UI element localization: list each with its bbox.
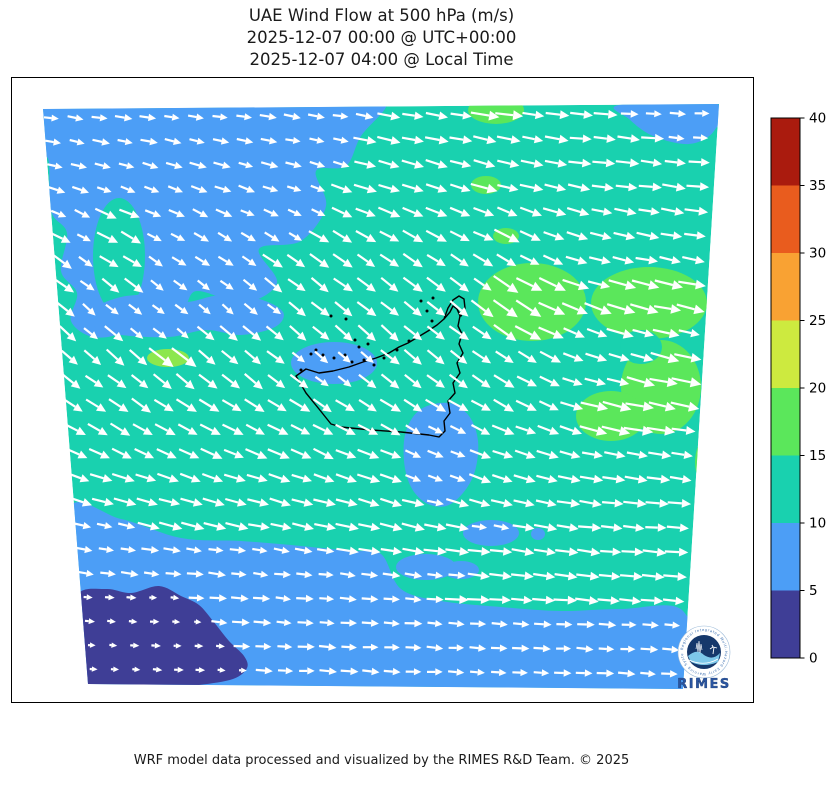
colorbar-tick-label-15: 15: [809, 448, 826, 464]
speed-region-moderate-wind-patch-a: [478, 263, 586, 341]
colorbar-tick-label-35: 35: [809, 178, 826, 194]
colorbar-segment-10-15: [771, 455, 800, 523]
colorbar-tick-label-10: 10: [809, 516, 826, 532]
logo-label: RIMES: [677, 677, 731, 692]
colorbar-segment-20-25: [771, 320, 800, 388]
map-plot-area: Regional Integrated Multi-Hazard Early W…: [11, 77, 754, 703]
speed-region-low-wind-gulf-patch: [291, 342, 377, 384]
logo-seismogram: [695, 640, 703, 654]
colorbar: 0 5 10 15 20 25 30 35 40: [758, 108, 835, 670]
chart-title-line1: UAE Wind Flow at 500 hPa (m/s): [248, 6, 515, 25]
colorbar-tick-label-0: 0: [809, 651, 818, 667]
speed-region-moderate-strip-east: [695, 439, 717, 485]
colorbar-segment-0-5: [771, 590, 800, 658]
colorbar-tick-label-5: 5: [809, 583, 818, 599]
logo-wave-line: [688, 658, 719, 664]
speed-region-calm-zone-southwest: [75, 585, 248, 689]
speed-region-teal-gap-east: [620, 330, 662, 364]
logo-palm-icon: [709, 644, 718, 655]
chart-title-line3: 2025-12-07 04:00 @ Local Time: [249, 50, 514, 69]
colorbar-tick-label-40: 40: [809, 111, 826, 127]
colorbar-segment-25-30: [771, 253, 800, 321]
colorbar-segment-15-20: [771, 388, 800, 456]
speed-region-low-dot-4: [531, 528, 545, 540]
speed-region-low-wind-strip-west: [89, 294, 284, 338]
wind-field-map: Regional Integrated Multi-Hazard Early W…: [12, 78, 731, 692]
colorbar-segment-30-35: [771, 185, 800, 253]
wind-arrows: [43, 109, 710, 678]
speed-region-moderate-patch-top: [468, 104, 524, 124]
chart-title-block: UAE Wind Flow at 500 hPa (m/s) 2025-12-0…: [11, 5, 752, 71]
speed-region-moderate-wind-patch-b: [591, 267, 707, 339]
coast-dots: [299, 296, 441, 372]
colorbar-tick-label-20: 20: [809, 381, 826, 397]
colorbar-svg: 0 5 10 15 20 25 30 35 40: [770, 111, 826, 667]
colorbar-tick-label-25: 25: [809, 313, 826, 329]
colorbar-tick-label-30: 30: [809, 246, 826, 262]
colorbar-segment-5-10: [771, 523, 800, 591]
speed-region-low-dot-1: [463, 520, 519, 546]
speed-region-moderate-wind-patch-d: [576, 391, 646, 441]
credit-text: WRF model data processed and visualized …: [133, 753, 630, 768]
colorbar-segment-35-40: [771, 118, 800, 186]
chart-title-line2: 2025-12-07 00:00 @ UTC+00:00: [246, 28, 517, 47]
